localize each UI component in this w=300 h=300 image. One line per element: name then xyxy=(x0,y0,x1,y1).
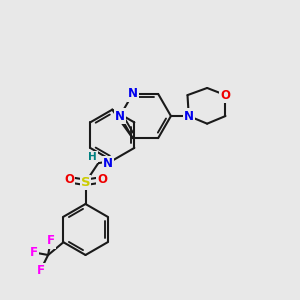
Text: O: O xyxy=(97,173,107,186)
Text: N: N xyxy=(184,110,194,122)
Text: F: F xyxy=(47,235,55,248)
Text: N: N xyxy=(115,110,125,122)
Text: N: N xyxy=(128,87,138,101)
Text: N: N xyxy=(103,157,113,170)
Text: S: S xyxy=(81,176,90,189)
Text: H: H xyxy=(88,152,97,162)
Text: F: F xyxy=(30,246,38,259)
Text: O: O xyxy=(220,88,230,102)
Text: F: F xyxy=(37,264,44,277)
Text: O: O xyxy=(64,173,74,186)
